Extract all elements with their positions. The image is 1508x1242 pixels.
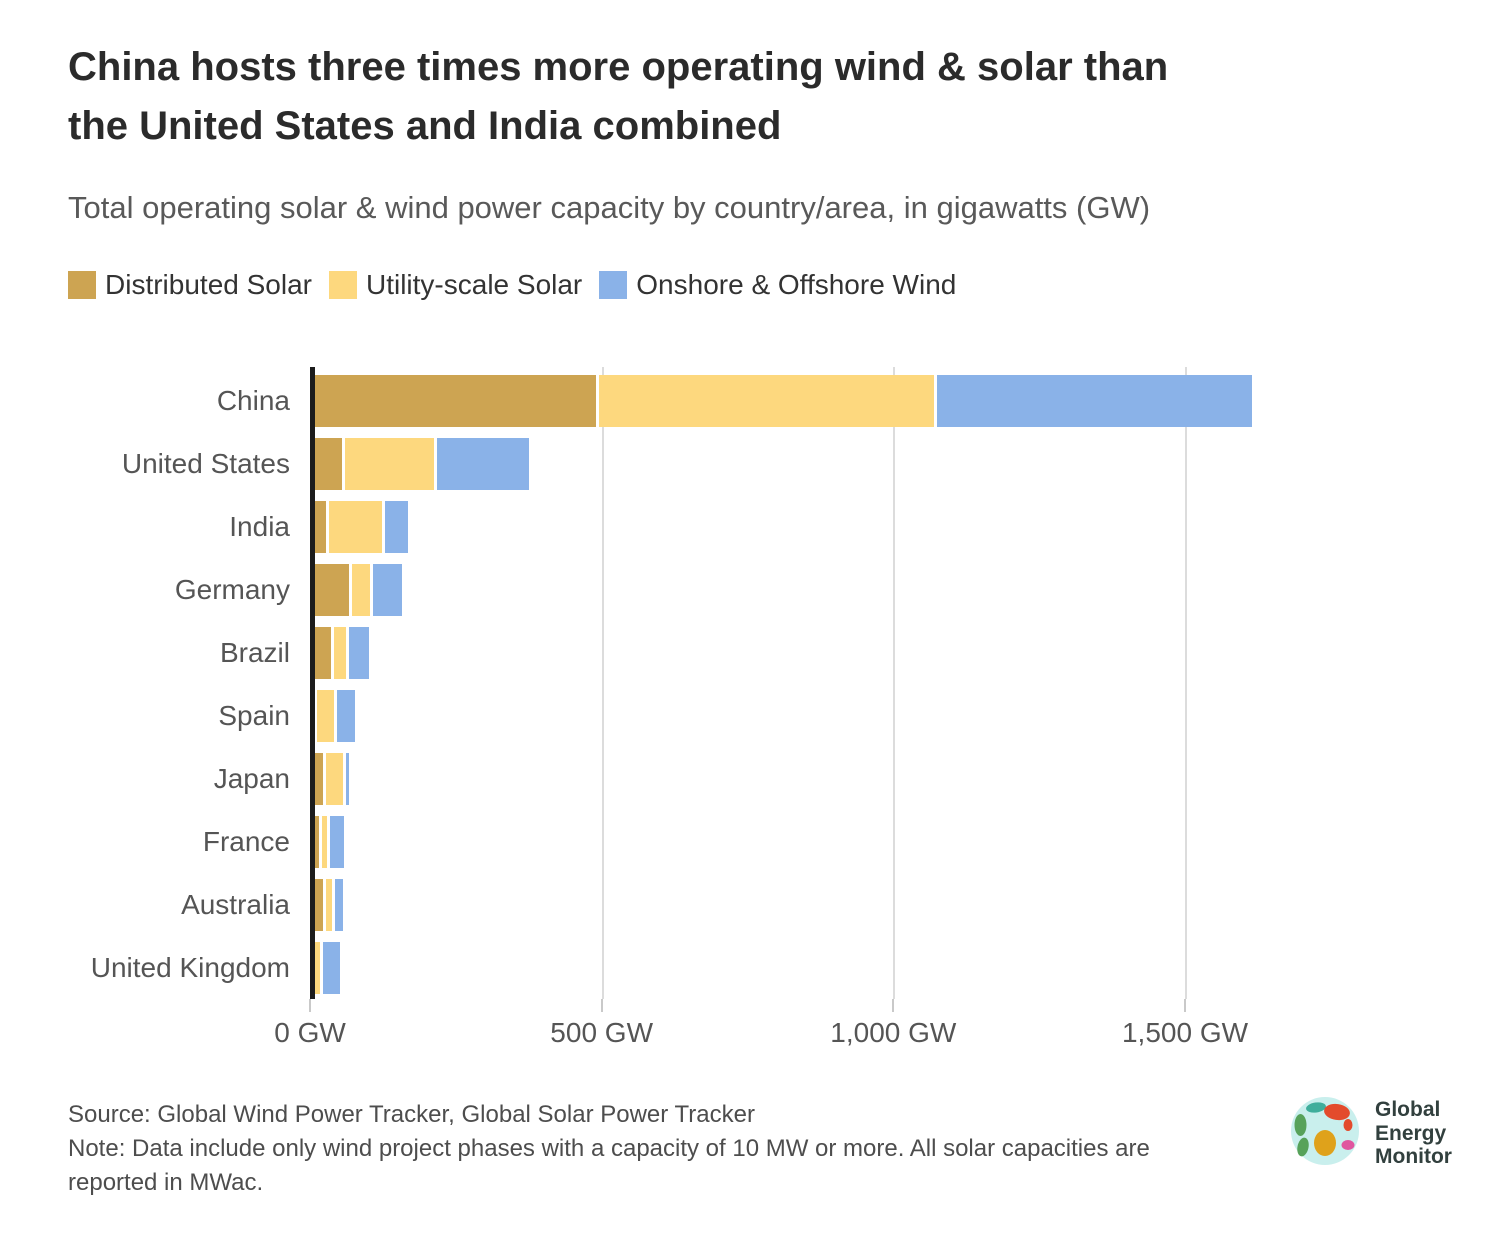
logo-text-line-2: Energy bbox=[1375, 1121, 1447, 1145]
x-axis-label: 0 GW bbox=[274, 1017, 346, 1048]
legend-item-2: Utility-scale Solar bbox=[328, 268, 583, 301]
legend-swatch-icon bbox=[599, 270, 628, 299]
bar-segment-distributed-solar bbox=[310, 438, 343, 490]
bar-row-united-kingdom: United Kingdom bbox=[91, 942, 1460, 994]
x-axis-tick bbox=[600, 999, 603, 1012]
legend-label: Onshore & Offshore Wind bbox=[636, 268, 957, 300]
bar-segment-onshore-offshore-wind bbox=[335, 879, 343, 931]
category-label: China bbox=[216, 385, 290, 416]
bar-segment-distributed-solar bbox=[310, 564, 350, 616]
bar-segment-utility-scale-solar bbox=[321, 816, 327, 868]
bar-segment-onshore-offshore-wind bbox=[937, 375, 1253, 427]
bar-segment-onshore-offshore-wind bbox=[373, 564, 402, 616]
note-text-line-2: reported in MWac. bbox=[68, 1169, 264, 1197]
bar-segment-utility-scale-solar bbox=[314, 942, 320, 994]
category-label: Germany bbox=[174, 574, 290, 605]
category-label: India bbox=[229, 511, 290, 542]
bar-segment-onshore-offshore-wind bbox=[330, 816, 344, 868]
chart-title-line-1: China hosts three times more operating w… bbox=[68, 45, 1169, 89]
legend-swatch-icon bbox=[328, 270, 357, 299]
bar-row-japan: Japan bbox=[214, 753, 1460, 805]
chart-title-line-2: the United States and India combined bbox=[68, 104, 782, 149]
bar-segment-distributed-solar bbox=[310, 627, 331, 679]
chart-title: China hosts three times more operating w… bbox=[68, 38, 1408, 156]
legend-swatch-icon bbox=[68, 270, 96, 299]
logo-text: Global Energy Monitor bbox=[1375, 1098, 1452, 1169]
legend-label: Utility-scale Solar bbox=[365, 268, 583, 300]
bar-segment-onshore-offshore-wind bbox=[385, 501, 408, 553]
bar-row-australia: Australia bbox=[181, 879, 1460, 931]
x-axis-tick bbox=[892, 999, 895, 1012]
bar-segment-utility-scale-solar bbox=[334, 627, 347, 679]
bar-segment-distributed-solar bbox=[310, 375, 596, 427]
bar-segment-onshore-offshore-wind bbox=[337, 690, 355, 742]
legend: Distributed Solar Utility-scale Solar Onsh… bbox=[68, 269, 1508, 301]
bar-row-brazil: Brazil bbox=[220, 627, 1460, 679]
x-axis-tick bbox=[1184, 999, 1186, 1012]
bar-segment-utility-scale-solar bbox=[316, 690, 334, 742]
bar-rows: China United States India Germany Brazil Spai… bbox=[91, 367, 1460, 994]
gridline-1500gw bbox=[1185, 367, 1187, 999]
category-label: Spain bbox=[218, 700, 290, 731]
gridline-1000gw bbox=[893, 367, 896, 999]
header: China hosts three times more operating w… bbox=[0, 0, 1508, 229]
source-text: Source: Global Wind Power Tracker, Globa… bbox=[68, 1101, 755, 1128]
category-label: United States bbox=[121, 448, 290, 479]
globe-icon bbox=[1288, 1094, 1362, 1173]
logo-text-line-1: Global bbox=[1375, 1098, 1441, 1122]
bar-segment-onshore-offshore-wind bbox=[349, 627, 370, 679]
gridline-500gw bbox=[601, 367, 604, 999]
bar-segment-utility-scale-solar bbox=[325, 879, 333, 931]
bar-row-germany: Germany bbox=[175, 564, 1460, 616]
chart-subtitle: Total operating solar & wind power capac… bbox=[68, 190, 1151, 226]
bar-segment-utility-scale-solar bbox=[352, 564, 371, 616]
bar-segment-utility-scale-solar bbox=[345, 438, 434, 490]
logo-text-line-3: Monitor bbox=[1375, 1145, 1452, 1169]
stacked-bar-chart: China United States India Germany Brazil Spai… bbox=[91, 367, 1460, 1048]
note-text-line-1: Note: Data include only wind project pha… bbox=[68, 1135, 1150, 1163]
bar-segment-onshore-offshore-wind bbox=[323, 942, 340, 994]
x-axis-tick bbox=[309, 999, 311, 1012]
legend-label: Distributed Solar bbox=[105, 268, 312, 300]
bar-segment-utility-scale-solar bbox=[325, 753, 344, 805]
category-label: France bbox=[202, 826, 290, 857]
legend-item-3: Onshore & Offshore Wind bbox=[599, 269, 956, 301]
bar-row-india: India bbox=[229, 501, 1460, 553]
x-axis-label: 1,000 GW bbox=[830, 1017, 957, 1048]
category-label: United Kingdom bbox=[90, 952, 290, 983]
y-axis-line bbox=[310, 367, 315, 999]
category-label: Japan bbox=[213, 763, 290, 794]
bar-row-china: China bbox=[217, 375, 1460, 427]
category-label: Australia bbox=[181, 889, 290, 920]
category-label: Brazil bbox=[219, 637, 290, 668]
x-axis-label: 1,500 GW bbox=[1121, 1017, 1249, 1048]
bar-segment-utility-scale-solar bbox=[598, 375, 935, 427]
bar-row-france: France bbox=[203, 816, 1460, 868]
bar-row-spain: Spain bbox=[218, 690, 1460, 742]
x-axis-label: 500 GW bbox=[550, 1017, 654, 1048]
legend-item-1: Distributed Solar bbox=[68, 269, 312, 301]
footer: Source: Global Wind Power Tracker, Globa… bbox=[68, 1098, 1150, 1200]
bar-segment-onshore-offshore-wind bbox=[436, 438, 529, 490]
bar-segment-utility-scale-solar bbox=[328, 501, 383, 553]
gem-logo: Global Energy Monitor bbox=[1288, 1094, 1452, 1173]
bar-segment-onshore-offshore-wind bbox=[346, 753, 349, 805]
bar-row-united-states: United States bbox=[122, 438, 1460, 490]
